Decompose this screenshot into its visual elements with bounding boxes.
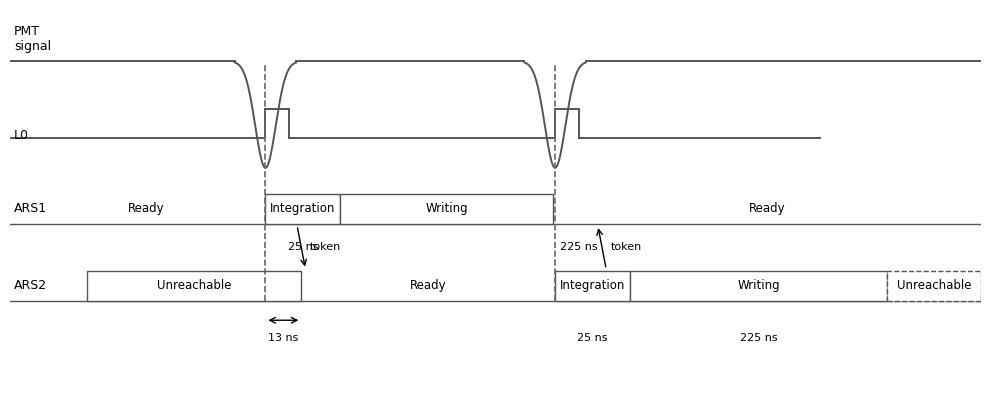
Text: Writing: Writing [425, 202, 469, 215]
Text: Integration: Integration [271, 202, 336, 215]
Text: 13 ns: 13 ns [269, 333, 298, 343]
Text: token: token [610, 242, 642, 252]
Text: token: token [310, 242, 341, 252]
Text: PMT
signal: PMT signal [14, 25, 52, 53]
Text: Unreachable: Unreachable [157, 279, 231, 292]
Text: ARS2: ARS2 [14, 279, 48, 292]
Text: Integration: Integration [560, 279, 625, 292]
Text: 225 ns: 225 ns [740, 333, 778, 343]
Bar [630, 271, 887, 301]
Text: Ready: Ready [749, 202, 786, 215]
Bar [887, 271, 981, 301]
Text: Ready: Ready [128, 202, 165, 215]
Text: 25 ns: 25 ns [287, 242, 318, 252]
Text: L0: L0 [14, 129, 29, 141]
Text: Ready: Ready [410, 279, 447, 292]
Text: 25 ns: 25 ns [578, 333, 607, 343]
Bar [555, 271, 630, 301]
Text: 225 ns: 225 ns [560, 242, 598, 252]
Text: Writing: Writing [737, 279, 780, 292]
Text: ARS1: ARS1 [14, 202, 48, 215]
Bar [86, 271, 301, 301]
Bar [341, 194, 553, 224]
Bar [266, 194, 341, 224]
Text: Unreachable: Unreachable [897, 279, 971, 292]
